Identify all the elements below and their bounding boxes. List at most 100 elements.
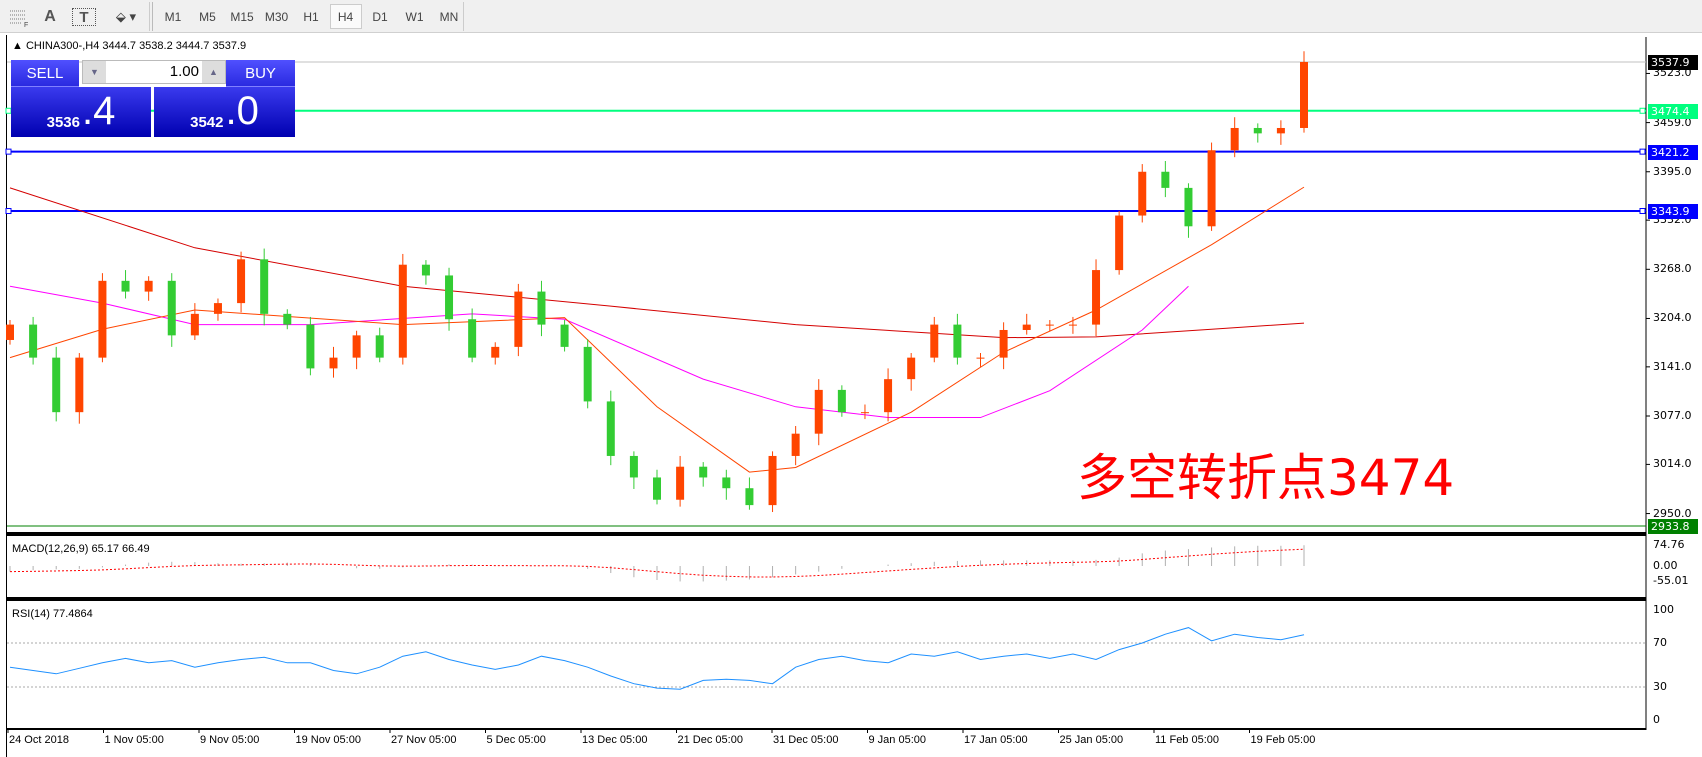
turning-point-annotation: 多空转折点3474: [1077, 449, 1455, 507]
line-handle: [5, 148, 12, 155]
candle-body: [907, 357, 916, 380]
grid-f-icon[interactable]: F: [6, 4, 32, 29]
chart-window[interactable]: [6, 35, 1702, 757]
collapse-triangle-icon[interactable]: ▲: [12, 40, 26, 52]
candle-body: [676, 466, 685, 500]
lot-size-input[interactable]: 1.00: [169, 63, 199, 80]
svg-text:F: F: [24, 22, 28, 28]
rsi-label: RSI(14) 77.4864: [12, 608, 93, 620]
candle-body: [722, 477, 731, 489]
candle-body: [699, 466, 708, 478]
timeframe-m30[interactable]: M30: [264, 9, 289, 24]
rsi-tick-label: 30: [1653, 680, 1667, 693]
sell-price-fraction: .4: [82, 89, 116, 133]
candle-body: [190, 313, 199, 336]
candle-body: [237, 259, 246, 304]
candle-body: [537, 291, 546, 325]
toolbar: F A T ⬙ ▾ M1 M5 M15 M30 H1 H4 D1 W1 MN: [0, 0, 1702, 33]
time-label: 1 Nov 05:00: [104, 734, 164, 746]
time-label: 9 Jan 05:00: [868, 734, 927, 746]
timeframe-m5[interactable]: M5: [199, 9, 216, 24]
candle-body: [260, 259, 269, 314]
candle-body: [999, 329, 1008, 358]
buy-button[interactable]: BUY: [226, 60, 295, 87]
rsi-tick-label: 0: [1653, 713, 1660, 726]
candle-body: [583, 346, 592, 402]
rsi-tick-label: 100: [1653, 603, 1674, 616]
time-label: 5 Dec 05:00: [486, 734, 546, 746]
candle-body: [283, 313, 292, 325]
candle-body: [491, 346, 500, 358]
time-label: 9 Nov 05:00: [200, 734, 260, 746]
rsi-tick-label: 70: [1653, 636, 1667, 649]
sell-price[interactable]: 3536.4: [11, 87, 151, 137]
time-label: 25 Jan 05:00: [1059, 734, 1124, 746]
candle-body: [167, 280, 176, 336]
candle-body: [930, 324, 939, 358]
candle-body: [653, 477, 661, 500]
timeframe-w1[interactable]: W1: [405, 9, 424, 24]
candle-body: [1184, 187, 1193, 227]
candle-body: [144, 280, 153, 292]
timeframe-m1[interactable]: M1: [164, 9, 182, 24]
candle-body: [1276, 127, 1285, 134]
decrease-lot-button[interactable]: ▼: [83, 61, 106, 83]
line-handle: [1639, 208, 1646, 215]
candle-body: [884, 379, 893, 413]
text-label-icon[interactable]: T: [72, 8, 96, 26]
candle-body: [29, 324, 38, 358]
candle-body: [1138, 171, 1147, 216]
candle-body: [306, 324, 315, 369]
price-tag-3474.4: 3474.4: [1648, 103, 1698, 119]
sell-button[interactable]: SELL: [11, 60, 79, 87]
candle-body: [976, 357, 985, 359]
candle-body: [1092, 270, 1101, 325]
timeframe-h4[interactable]: H4: [329, 4, 362, 29]
candle-body: [1230, 127, 1239, 151]
candle-body: [75, 357, 84, 413]
macd-tick-label: -55.01: [1653, 574, 1689, 588]
lot-size-stepper[interactable]: ▼ 1.00 ▲: [82, 60, 226, 84]
price-tick-label: 3014.0: [1653, 457, 1692, 471]
price-tag-3343.9: 3343.9: [1648, 204, 1698, 219]
timeframe-mn[interactable]: MN: [439, 9, 459, 24]
one-click-trading-panel: SELL ▼ 1.00 ▲ BUY 3536.4 3542.0: [11, 60, 295, 137]
rsi-line: [9, 627, 1305, 690]
symbol-ohlc: CHINA300-,H4 3444.7 3538.2 3444.7 3537.9: [25, 40, 247, 52]
candle-body: [1045, 324, 1054, 326]
chart-header: ▲ CHINA300-,H4 3444.7 3538.2 3444.7 3537…: [12, 40, 246, 52]
candle-body: [1115, 215, 1124, 271]
timeframe-d1[interactable]: D1: [372, 9, 388, 24]
candle-body: [375, 335, 384, 358]
price-tick-label: 3395.0: [1653, 164, 1692, 178]
time-label: 13 Dec 05:00: [582, 734, 648, 746]
candle-body: [768, 455, 777, 506]
increase-lot-button[interactable]: ▲: [202, 61, 225, 83]
candle-body: [398, 264, 407, 358]
time-label: 19 Feb 05:00: [1250, 734, 1316, 746]
candle-body: [953, 324, 962, 358]
candle-body: [352, 335, 361, 358]
price-tag-2933.8: 2933.8: [1648, 519, 1698, 534]
timeframe-h1[interactable]: H1: [303, 9, 319, 24]
candle-body: [329, 357, 338, 369]
line-handle: [1639, 107, 1646, 114]
sell-price-main: 3536: [46, 114, 80, 131]
macd-tick-label: 0.00: [1653, 559, 1678, 572]
candle-body: [52, 357, 61, 413]
candle-body: [121, 280, 130, 292]
arrows-dropdown-icon[interactable]: ⬙ ▾: [115, 8, 137, 24]
candle-body: [445, 275, 454, 320]
candle-body: [1161, 171, 1170, 188]
candle-body: [514, 291, 523, 347]
text-a-icon[interactable]: A: [44, 7, 56, 25]
candle-body: [745, 488, 754, 506]
timeframe-m15[interactable]: M15: [230, 9, 254, 24]
time-label: 19 Nov 05:00: [295, 734, 361, 746]
candle-body: [468, 319, 477, 358]
candle-body: [1022, 324, 1031, 330]
buy-price[interactable]: 3542.0: [154, 87, 295, 137]
candle-body: [421, 264, 430, 276]
time-label: 31 Dec 05:00: [773, 734, 839, 746]
